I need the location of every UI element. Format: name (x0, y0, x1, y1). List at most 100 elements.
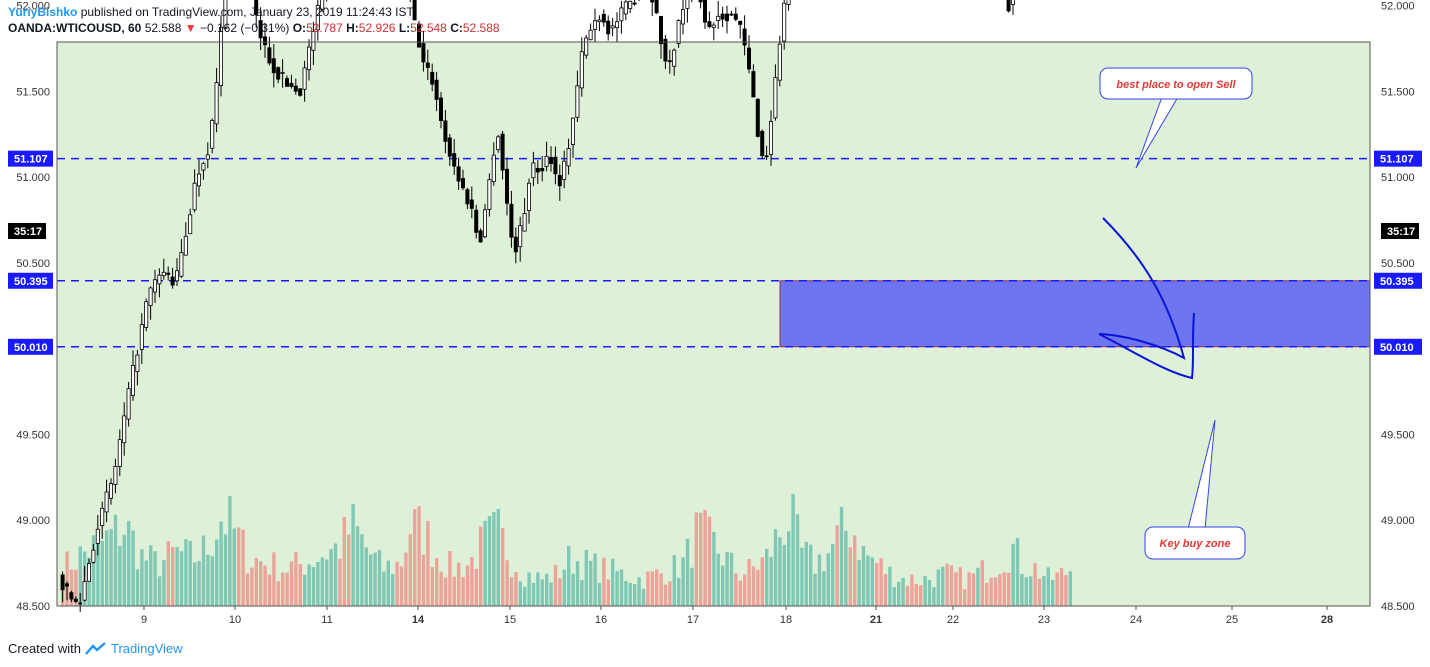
candle-body (755, 98, 760, 137)
volume-bar (685, 538, 690, 606)
volume-bar (593, 553, 597, 606)
volume-bar (963, 589, 967, 606)
candle-body (139, 324, 144, 350)
volume-bar (914, 583, 918, 606)
volume-bar (430, 567, 434, 606)
volume-bar (866, 555, 870, 606)
volume-bar (703, 509, 707, 606)
volume-bar (765, 548, 769, 606)
volume-bar (307, 564, 311, 606)
open-label: O: (292, 21, 307, 35)
volume-bar (457, 562, 461, 606)
y-tick-label-right: 49.000 (1381, 515, 1415, 527)
candle-body (623, 1, 628, 15)
volume-bar (637, 577, 641, 606)
volume-bar (501, 527, 505, 606)
volume-bar (320, 557, 324, 606)
volume-bar (641, 588, 646, 606)
volume-bar (584, 549, 588, 606)
candle-body (179, 252, 184, 277)
volume-bar (122, 534, 126, 606)
y-tick-label-left: 50.500 (16, 258, 50, 270)
volume-bar (303, 574, 307, 606)
level-badge-left: 51.107 (14, 154, 48, 166)
volume-bar (100, 540, 104, 606)
volume-bar (694, 512, 698, 606)
volume-bar (549, 582, 553, 606)
candle-body (201, 163, 206, 171)
volume-bar (267, 574, 272, 606)
tradingview-link[interactable]: TradingView (110, 641, 183, 656)
volume-bar (993, 577, 998, 606)
candle-body (82, 581, 87, 601)
candle-body (562, 160, 567, 180)
candle-body (434, 79, 439, 100)
candle-body (601, 13, 606, 23)
y-tick-label-right: 48.500 (1381, 601, 1415, 613)
volume-bar (514, 572, 518, 606)
volume-bar (215, 539, 219, 606)
countdown-badge-left: 35:17 (8, 223, 46, 239)
candle-body (183, 235, 188, 256)
volume-bar (804, 541, 808, 606)
high-value: 52.926 (358, 21, 396, 35)
candle-body (174, 270, 179, 282)
footer: Created with TradingView (8, 641, 183, 656)
volume-bar (747, 558, 751, 606)
volume-bar (360, 534, 364, 606)
volume-bar (575, 561, 580, 606)
volume-bar (426, 520, 430, 606)
volume-bar (272, 552, 276, 606)
volume-bar (773, 529, 778, 606)
svg-text:35:17: 35:17 (1387, 226, 1415, 238)
candle-body (685, 0, 690, 9)
candle-body (443, 120, 448, 142)
created-with-text: Created with (8, 641, 81, 656)
volume-bar (479, 526, 483, 606)
volume-bar (210, 556, 214, 606)
volume-bar (716, 553, 720, 606)
candle-body (474, 209, 479, 233)
candle-body (491, 154, 496, 182)
volume-bar (672, 555, 676, 606)
candle-body (188, 214, 193, 235)
volume-bar (822, 571, 826, 606)
candle-body (579, 51, 584, 89)
volume-bar (193, 562, 197, 606)
publish-info: published on TradingView.com, January 23… (80, 5, 414, 19)
candle-body (557, 174, 562, 187)
volume-bar (223, 534, 228, 606)
level-badge-left-bg (8, 150, 53, 167)
volume-bar (496, 509, 500, 606)
candle-body (478, 230, 483, 243)
volume-bar (905, 585, 910, 606)
candle-body (87, 563, 92, 582)
volume-bar (650, 571, 654, 606)
volume-bar (800, 547, 804, 606)
volume-bar (201, 535, 206, 606)
candle-body (571, 117, 576, 145)
candle-body (504, 168, 509, 204)
volume-bar (197, 560, 201, 606)
volume-bar (171, 547, 175, 606)
candle-body (544, 155, 549, 167)
author-name[interactable]: YuriyBishko (8, 5, 78, 19)
candle-body (320, 0, 325, 10)
volume-bar (580, 580, 584, 606)
volume-bar (1002, 572, 1006, 606)
candle-body (460, 178, 465, 189)
candle-body (527, 182, 532, 211)
level-badge-left: 50.395 (14, 276, 48, 288)
volume-bar (919, 585, 923, 606)
candle-body (518, 225, 523, 248)
volume-bar (162, 560, 166, 606)
candle-body (113, 466, 118, 486)
volume-bar (250, 567, 254, 606)
volume-bar (135, 569, 140, 606)
volume-bar (118, 545, 122, 606)
x-tick-label: 14 (412, 614, 425, 626)
volume-bar (294, 551, 298, 606)
volume-bar (558, 578, 562, 606)
level-badge-right-bg (1374, 272, 1422, 289)
